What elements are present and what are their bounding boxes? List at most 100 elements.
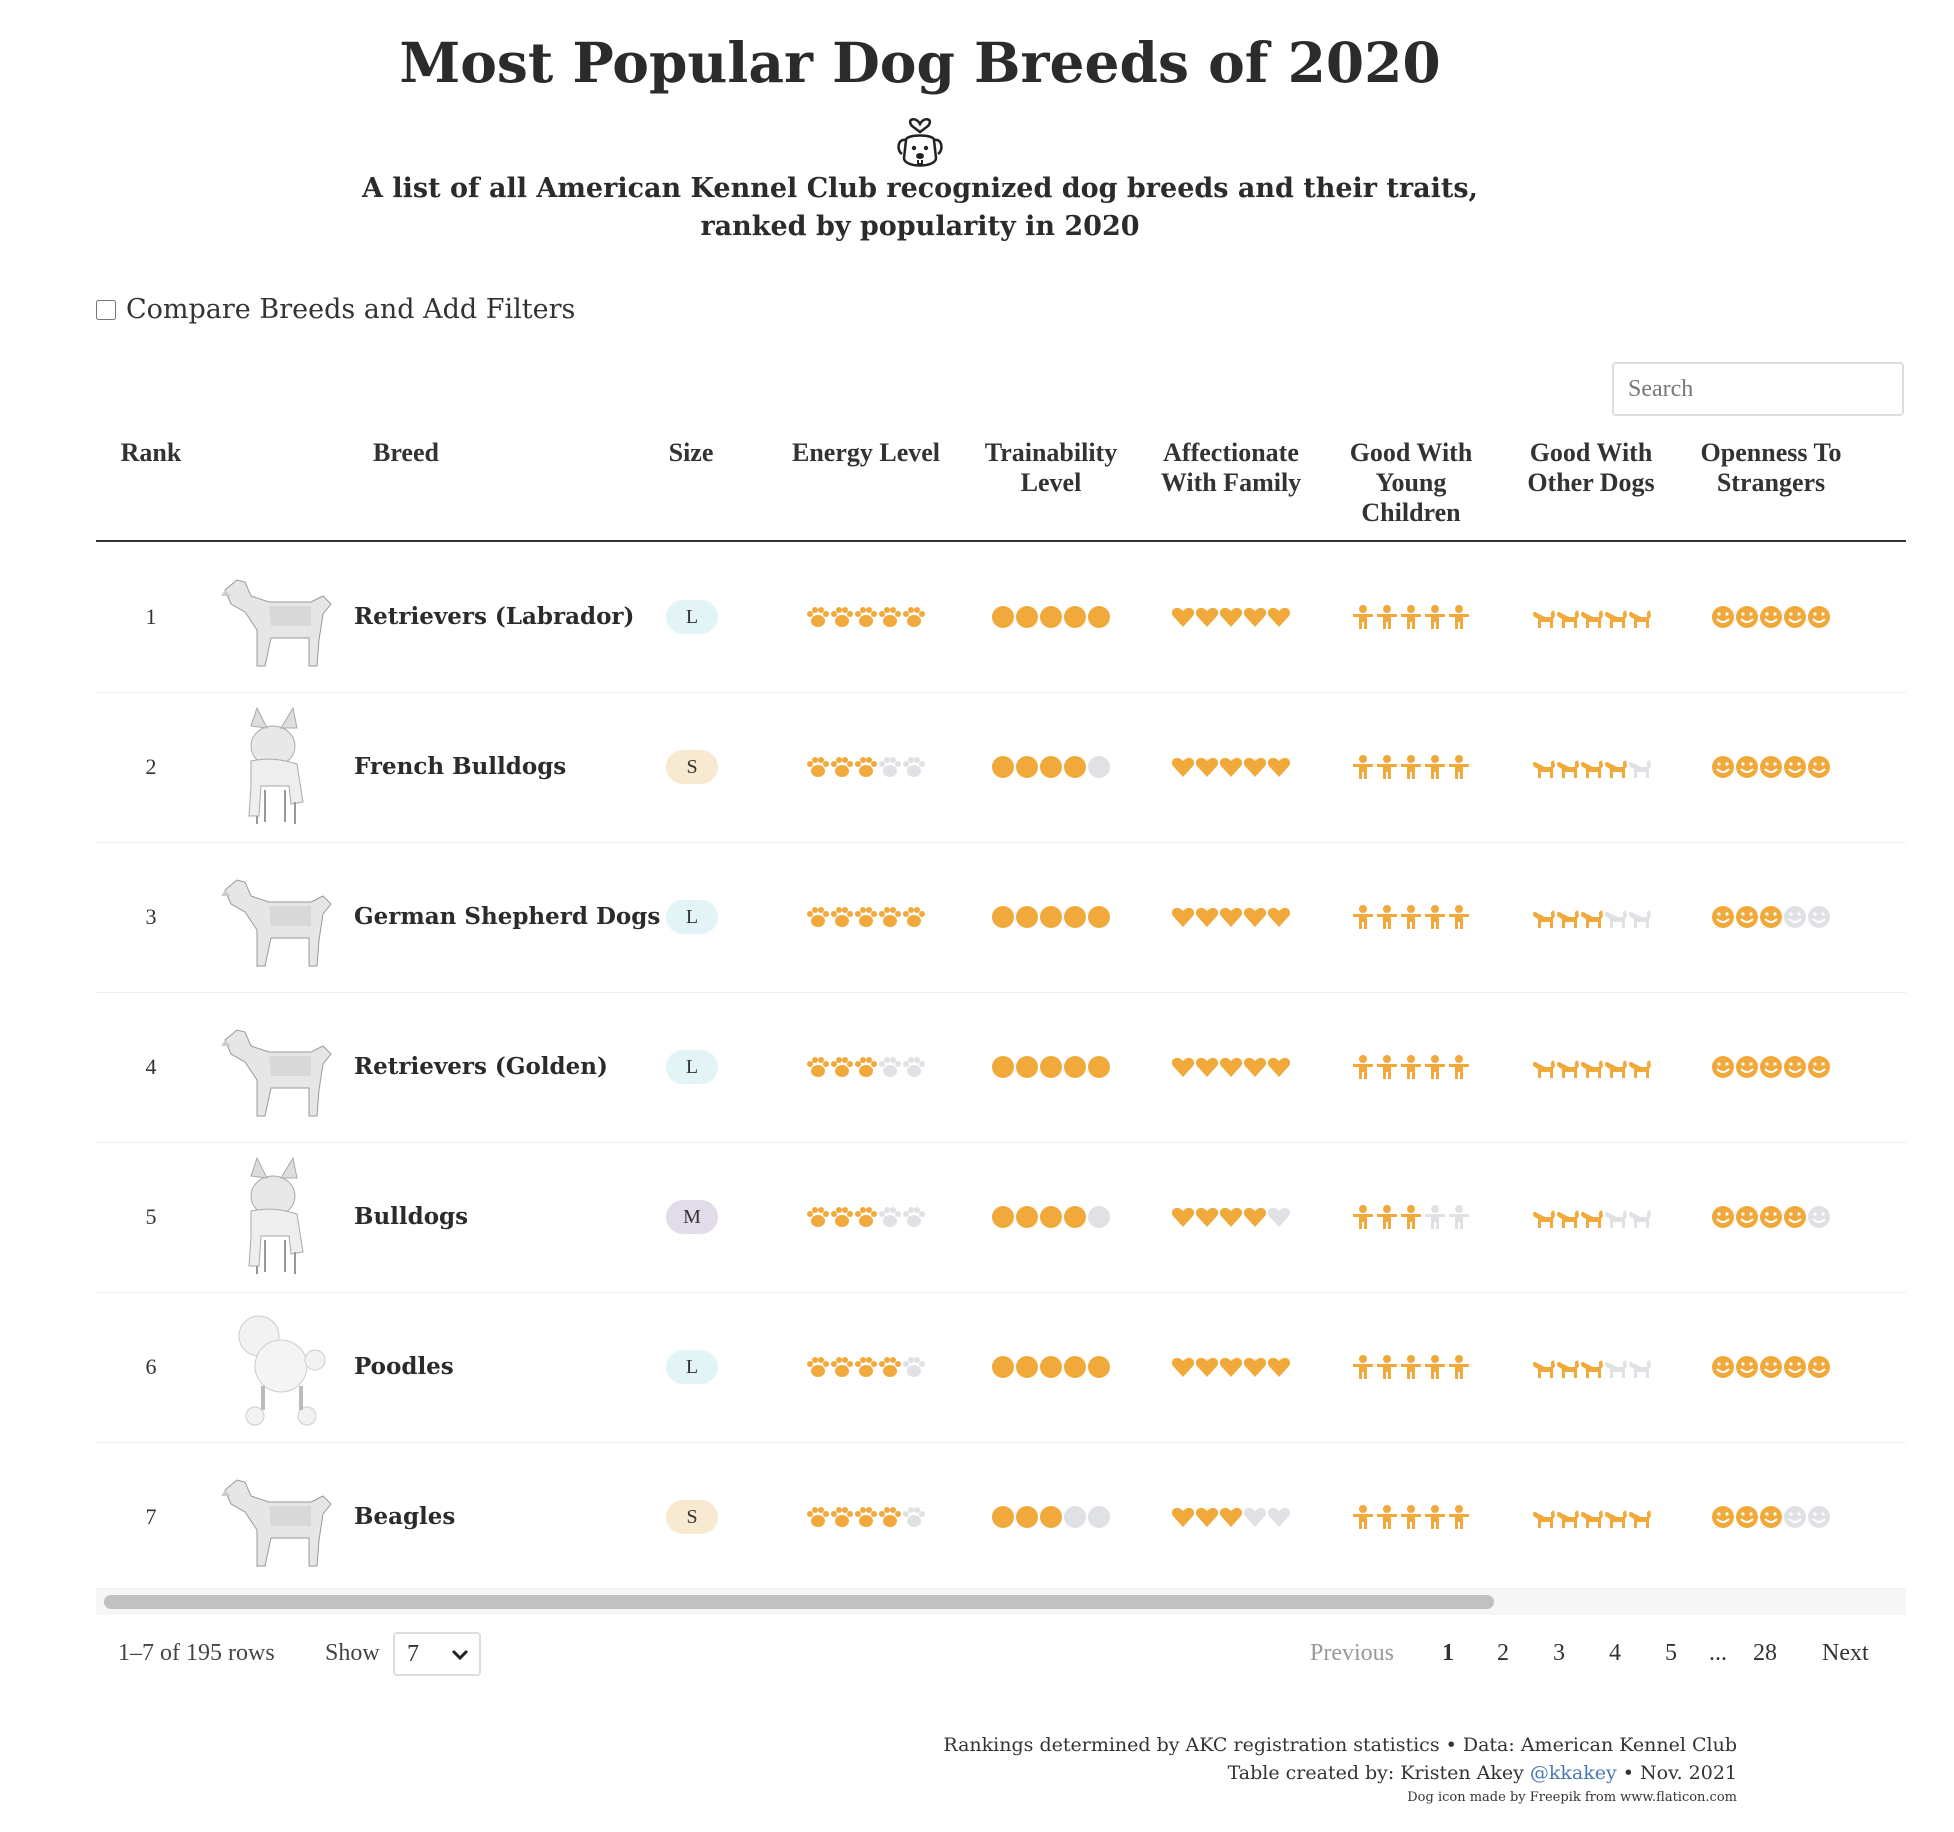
dog-icon xyxy=(1557,610,1579,628)
column-header-kids[interactable]: Good With Young Children xyxy=(1326,438,1496,528)
column-header-rank[interactable]: Rank xyxy=(120,438,182,467)
dot-icon xyxy=(1064,756,1086,778)
paw-icon xyxy=(879,757,901,777)
smile-icon xyxy=(1808,1206,1830,1228)
dot-icon xyxy=(1016,906,1038,928)
dog-icon xyxy=(1533,760,1555,778)
paw-icon xyxy=(903,757,925,777)
strangers-rating xyxy=(1686,1202,1856,1232)
dot-icon xyxy=(992,1506,1014,1528)
dog-icon xyxy=(1605,1360,1627,1378)
page-button[interactable]: 1 xyxy=(1442,1640,1454,1666)
heart-icon xyxy=(1243,1507,1267,1527)
dog-icon xyxy=(1629,910,1651,928)
paw-icon xyxy=(807,1207,829,1227)
search-input[interactable] xyxy=(1612,362,1904,416)
smile-icon xyxy=(1760,756,1782,778)
horizontal-scrollbar-thumb[interactable] xyxy=(104,1595,1494,1609)
page-size-label: Show xyxy=(325,1640,380,1666)
footer-credit-suffix: • Nov. 2021 xyxy=(1616,1762,1737,1784)
heart-icon xyxy=(1267,1357,1291,1377)
rank-cell: 3 xyxy=(145,904,157,929)
page-button[interactable]: 2 xyxy=(1497,1640,1509,1666)
rank-cell: 5 xyxy=(145,1204,157,1229)
energy-rating xyxy=(776,1502,956,1532)
heart-icon xyxy=(1195,1507,1219,1527)
smile-icon xyxy=(1712,1356,1734,1378)
person-icon xyxy=(1401,1205,1421,1229)
author-handle-link[interactable]: @kkakey xyxy=(1529,1762,1617,1784)
strangers-rating xyxy=(1686,902,1856,932)
dog-icon xyxy=(1557,910,1579,928)
column-header-affectionate[interactable]: Affectionate With Family xyxy=(1146,438,1316,498)
compare-breeds-toggle[interactable]: Compare Breeds and Add Filters xyxy=(96,294,575,325)
breed-name: French Bulldogs xyxy=(354,753,567,780)
person-icon xyxy=(1401,755,1421,779)
person-icon xyxy=(1353,755,1373,779)
column-header-strangers[interactable]: Openness To Strangers xyxy=(1686,438,1856,498)
breed-name: Poodles xyxy=(354,1353,454,1380)
dot-icon xyxy=(1016,1056,1038,1078)
kids-rating xyxy=(1326,1202,1496,1232)
heart-icon xyxy=(1171,907,1195,927)
page-size-select[interactable]: 7 xyxy=(393,1632,481,1676)
paw-icon xyxy=(831,907,853,927)
table-row: 3 German Shepherd Dogs L xyxy=(96,842,1906,993)
dot-icon xyxy=(1040,756,1062,778)
dot-icon xyxy=(992,906,1014,928)
pagination-info: 1–7 of 195 rows xyxy=(118,1640,275,1666)
compare-breeds-checkbox[interactable] xyxy=(96,299,116,320)
rank-cell: 1 xyxy=(145,604,157,629)
page-button[interactable]: 5 xyxy=(1665,1640,1677,1666)
person-icon xyxy=(1377,1055,1397,1079)
column-header-size[interactable]: Size xyxy=(668,438,714,467)
smile-icon xyxy=(1736,1506,1758,1528)
dog-icon xyxy=(1629,1360,1651,1378)
dot-icon xyxy=(1040,606,1062,628)
person-icon xyxy=(1449,1205,1469,1229)
rank-cell: 7 xyxy=(145,1504,157,1529)
kids-rating xyxy=(1326,602,1496,632)
person-icon xyxy=(1425,1205,1445,1229)
kids-rating xyxy=(1326,752,1496,782)
size-badge: L xyxy=(666,1350,718,1384)
paw-icon xyxy=(855,1357,877,1377)
previous-page-button[interactable]: Previous xyxy=(1310,1640,1394,1666)
person-icon xyxy=(1353,1355,1373,1379)
size-badge: L xyxy=(666,900,718,934)
person-icon xyxy=(1425,905,1445,929)
page-button[interactable]: 28 xyxy=(1753,1640,1777,1666)
person-icon xyxy=(1353,605,1373,629)
person-icon xyxy=(1353,905,1373,929)
column-header-dogs[interactable]: Good With Other Dogs xyxy=(1506,438,1676,498)
dot-icon xyxy=(992,606,1014,628)
person-icon xyxy=(1425,605,1445,629)
dog-icon xyxy=(1557,1510,1579,1528)
paw-icon xyxy=(855,1507,877,1527)
person-icon xyxy=(1401,1505,1421,1529)
page-button[interactable]: 3 xyxy=(1553,1640,1565,1666)
dot-icon xyxy=(1088,1356,1110,1378)
smile-icon xyxy=(1712,756,1734,778)
smile-icon xyxy=(1736,1056,1758,1078)
dog-icon xyxy=(1605,1210,1627,1228)
paw-icon xyxy=(831,1507,853,1527)
breed-image xyxy=(248,706,304,824)
person-icon xyxy=(1425,1055,1445,1079)
column-header-trainability[interactable]: Trainability Level xyxy=(966,438,1136,498)
column-header-breed[interactable]: Breed xyxy=(373,438,439,467)
dog-icon xyxy=(1581,910,1603,928)
column-header-energy[interactable]: Energy Level xyxy=(791,438,941,467)
page-button[interactable]: 4 xyxy=(1609,1640,1621,1666)
dot-icon xyxy=(1040,1206,1062,1228)
smile-icon xyxy=(1784,606,1806,628)
affectionate-rating xyxy=(1146,752,1316,782)
affectionate-rating xyxy=(1146,1202,1316,1232)
size-badge: S xyxy=(666,1500,718,1534)
strangers-rating xyxy=(1686,752,1856,782)
dogs-rating xyxy=(1506,602,1676,632)
heart-icon xyxy=(1219,607,1243,627)
next-page-button[interactable]: Next xyxy=(1822,1640,1869,1666)
person-icon xyxy=(1353,1055,1373,1079)
heart-icon xyxy=(1219,757,1243,777)
